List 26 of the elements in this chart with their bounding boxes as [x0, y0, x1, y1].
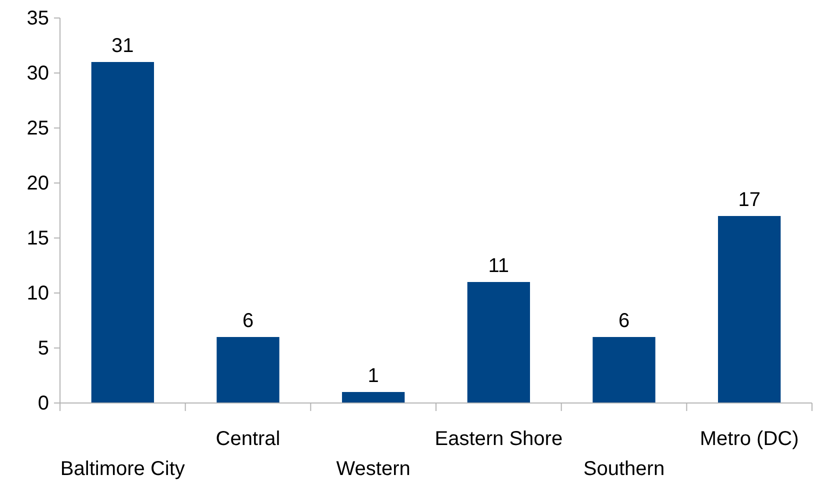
y-tick-label: 20 [26, 172, 49, 194]
x-tick-label: Western [336, 458, 410, 480]
x-tick-label: Metro (DC) [700, 428, 799, 450]
x-tick-label: Southern [583, 458, 665, 480]
y-tick-label: 35 [26, 7, 49, 30]
y-tick-label: 25 [26, 117, 49, 140]
x-tick-label: Central [216, 428, 280, 450]
data-label: 17 [738, 189, 760, 211]
bar [592, 337, 656, 403]
y-tick-label: 15 [26, 227, 49, 250]
x-tick-label: Eastern Shore [434, 428, 563, 450]
bar [91, 62, 154, 403]
data-label: 1 [368, 365, 379, 387]
y-tick-label: 0 [38, 392, 49, 414]
bar [718, 216, 781, 403]
x-tick-label: Baltimore City [60, 458, 185, 480]
y-tick-label: 10 [26, 282, 49, 304]
bar [216, 337, 280, 403]
bar [342, 392, 405, 403]
y-tick-label: 5 [38, 337, 49, 360]
data-label: 6 [618, 310, 630, 332]
data-label: 31 [112, 35, 134, 57]
y-tick-label: 30 [26, 62, 49, 84]
bar [467, 282, 530, 403]
data-label: 6 [242, 310, 254, 332]
data-label: 11 [488, 255, 510, 277]
